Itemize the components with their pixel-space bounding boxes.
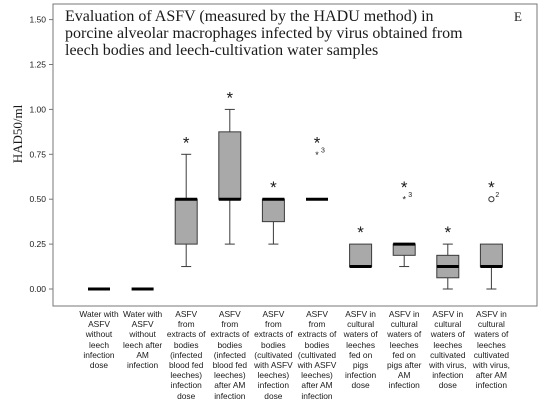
y-tick-label: 1.50	[29, 15, 46, 25]
y-tick-label: 0.75	[29, 149, 46, 159]
x-category-label: Water with ASFV without leech after AM i…	[122, 309, 163, 371]
panel-letter: E	[514, 9, 522, 24]
chart-title-line-2: porcine alveolar macrophages infected by…	[65, 25, 463, 42]
box-group: *	[174, 133, 198, 268]
outlier-star: *	[315, 150, 319, 160]
outlier-label: 2	[495, 192, 499, 199]
significance-asterisk: *	[357, 223, 364, 242]
plot-border	[52, 3, 538, 307]
box-group: *	[261, 178, 285, 245]
box-group: * 3*	[306, 133, 328, 201]
box-series: **** 3*** 3**2*	[88, 88, 503, 291]
x-category-label: ASFV from extracts of bodies (cultivated…	[297, 309, 337, 401]
chart-title: Evaluation of ASFV (measured by the HADU…	[65, 8, 495, 59]
outlier-label: 3	[408, 192, 412, 199]
box-group: * 3*	[392, 178, 416, 268]
significance-asterisk: *	[401, 178, 408, 197]
chart-title-line-3: leech bodies and leech-cultivation water…	[65, 42, 379, 59]
x-category-label: ASFV from extracts of bodies (infected b…	[166, 309, 206, 401]
x-category-label: ASFV in cultural waters of leeches culti…	[429, 309, 467, 391]
x-category-label: ASFV in cultural waters of leeches fed o…	[386, 309, 422, 391]
y-tick-label: 0.25	[29, 239, 46, 249]
outlier-circle	[488, 196, 495, 203]
box-iqr	[174, 198, 198, 245]
y-axis: 0.00 0.25 0.50 0.75 1.00 1.25 1.50	[29, 15, 53, 294]
box-iqr	[261, 198, 285, 223]
y-tick-label: 1.00	[29, 104, 46, 114]
box-group: 2*	[479, 178, 503, 290]
x-category-label: Water with ASFV without leech infection …	[79, 309, 119, 371]
box-group: *	[436, 223, 460, 290]
x-category-label: ASFV from extracts of bodies (cultivated…	[254, 309, 293, 401]
significance-asterisk: *	[444, 223, 451, 242]
x-category-label: ASFV in cultural waters of leeches fed o…	[343, 309, 378, 391]
significance-asterisk: *	[270, 178, 277, 197]
chart-title-line-1: Evaluation of ASFV (measured by the HADU…	[65, 8, 434, 25]
y-axis-label: HAD50/ml	[10, 104, 25, 164]
y-tick-label: 0.00	[29, 284, 46, 294]
box-iqr	[392, 243, 416, 256]
significance-asterisk: *	[488, 178, 495, 197]
box-group: *	[218, 88, 242, 245]
outlier-star: *	[402, 195, 406, 205]
significance-asterisk: *	[183, 133, 190, 152]
box-iqr	[218, 131, 242, 200]
box-iqr	[349, 243, 373, 268]
outlier-label: 3	[321, 147, 325, 154]
significance-asterisk: *	[314, 133, 321, 152]
x-category-label: ASFV from extracts of bodies (infected b…	[210, 309, 250, 401]
box-group: *	[349, 223, 373, 269]
plot-frame	[52, 3, 538, 307]
box-iqr	[479, 243, 503, 268]
y-tick-label: 1.25	[29, 60, 46, 70]
x-category-label: ASFV in cultural waters of leeches culti…	[472, 309, 510, 391]
y-tick-label: 0.50	[29, 194, 46, 204]
significance-asterisk: *	[226, 88, 233, 107]
